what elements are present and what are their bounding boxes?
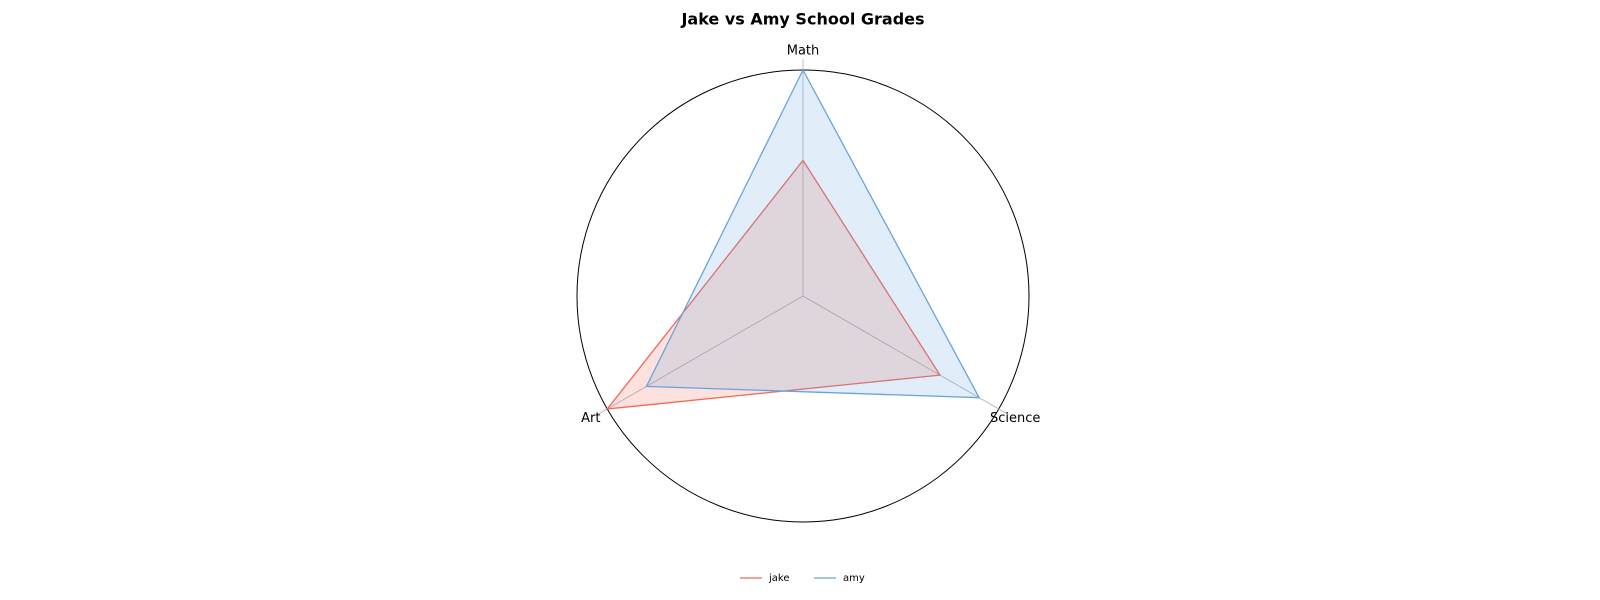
series-polygon <box>605 159 942 410</box>
category-label: Math <box>787 44 820 59</box>
series-polygon <box>645 68 981 399</box>
category-label: Art <box>581 411 600 426</box>
chart-title: Jake vs Amy School Grades <box>680 10 924 29</box>
spoke <box>597 295 804 415</box>
category-label: Science <box>990 411 1040 426</box>
legend-label: jake <box>768 573 790 584</box>
legend-label: amy <box>843 573 865 584</box>
spoke <box>802 295 1009 415</box>
